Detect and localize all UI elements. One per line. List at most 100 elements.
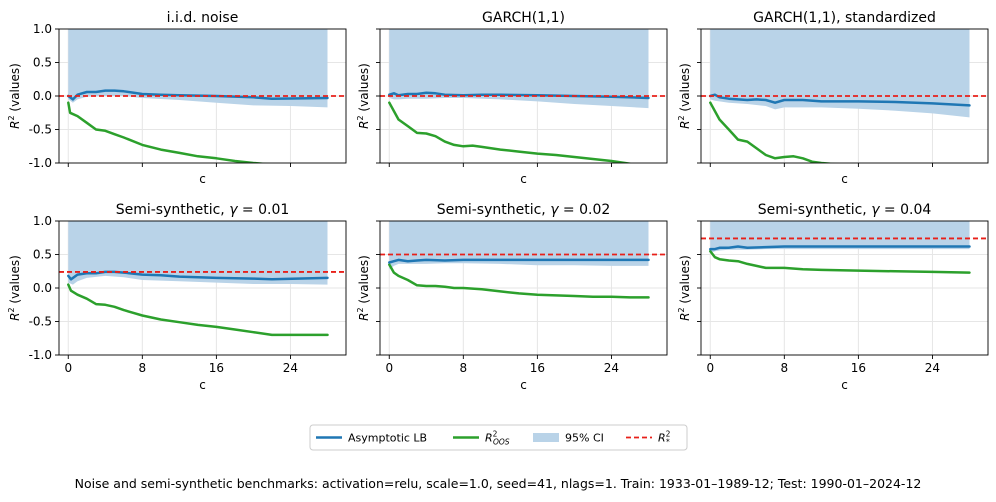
panel-4-title-gamma: γ <box>550 202 559 218</box>
panel-1-ylabel: R2 (values) <box>356 63 371 129</box>
panel-3-xtick-label-1: 8 <box>139 361 147 375</box>
panel-5-title-gamma: γ <box>871 202 880 218</box>
panel-3: 1.0 0.5 0.0 -0.5 -1.0 0 8 16 24 c R2 (values) Semi-… <box>7 202 347 392</box>
legend-star-label: R2 * <box>658 430 671 447</box>
panel-2-ylabel-rest: (values) <box>678 63 692 115</box>
panel-0: 1.0 0.5 0.0 -0.5 -1.0 c R2 (values) i.i.d. nois… <box>7 10 347 186</box>
panel-1-oos-line <box>388 101 632 163</box>
panel-4-lb-line <box>388 258 650 264</box>
panel-1-ylabel-rest: (values) <box>357 63 371 115</box>
panel-4-ylabel-rest: (values) <box>357 255 371 307</box>
legend-ci-label: 95% CI <box>565 432 604 445</box>
panel-0-ytick-label-4: -1.0 <box>29 156 52 170</box>
panel-5-xtick-label-1: 8 <box>781 361 789 375</box>
panel-0-oos-line <box>67 101 272 163</box>
panel-0-ylabel-r: R <box>8 120 22 128</box>
legend-frame <box>309 424 688 451</box>
panel-4-ylabel-r: R <box>357 312 371 320</box>
panel-2-oos-line <box>709 101 840 163</box>
panel-0-xlabel: c <box>199 172 206 186</box>
panel-3-ylabel-rest: (values) <box>8 255 22 307</box>
panel-3-title-text: Semi-synthetic, <box>116 202 229 218</box>
panel-5-plot-area <box>701 221 988 274</box>
panel-3-plot-area <box>59 221 346 337</box>
panel-3-title-gamma: γ <box>229 202 238 218</box>
panel-3-ytick-label-2: 0.0 <box>33 281 52 295</box>
panel-1-xlabel: c <box>520 172 527 186</box>
panel-4-xtick-label-2: 16 <box>530 361 545 375</box>
panel-1-title: GARCH(1,1) <box>482 10 565 26</box>
panel-5-title: Semi-synthetic, γ = 0.04 <box>758 202 932 218</box>
panel-3-ylabel-r: R <box>8 312 22 320</box>
panel-4: 0 8 16 24 c R2 (values) Semi-synthetic, γ = 0.… <box>356 202 668 392</box>
legend-ci-swatch <box>533 433 559 442</box>
panel-3-ylabel: R2 (values) <box>7 255 22 321</box>
panel-1: c R2 (values) GARCH(1,1) <box>356 10 668 186</box>
panel-3-ytick-label-0: 1.0 <box>33 214 52 228</box>
panel-3-xlabel: c <box>199 378 206 392</box>
panel-5-ylabel-rest: (values) <box>678 255 692 307</box>
panel-0-ci-band <box>68 29 328 108</box>
panel-3-ytick-label-3: -0.5 <box>29 315 52 329</box>
panel-1-ylabel-sup: 2 <box>356 115 365 120</box>
panel-4-plot-area <box>380 221 667 299</box>
legend: Asymptotic LB R2 OOS 95% CI R2 * <box>309 424 688 451</box>
legend-oos-label: R2 OOS <box>485 430 510 447</box>
panel-1-ci-band <box>389 29 649 109</box>
panel-3-ci-band <box>68 221 328 285</box>
panel-3-ylabel-sup: 2 <box>7 307 16 312</box>
panel-0-ylabel-sup: 2 <box>7 115 16 120</box>
panel-2-xlabel: c <box>841 172 848 186</box>
panel-5-title-value: = 0.04 <box>879 202 931 218</box>
panel-2-title: GARCH(1,1), standardized <box>753 10 936 26</box>
panel-4-xtick-label-0: 0 <box>385 361 393 375</box>
panel-1-lb-line <box>388 91 650 100</box>
panel-3-xtick-label-2: 16 <box>209 361 224 375</box>
panel-5-oos-line <box>709 249 971 274</box>
panel-3-ytick-label-4: -1.0 <box>29 348 52 362</box>
panel-4-oos-line <box>388 263 650 299</box>
panel-0-title: i.i.d. noise <box>167 10 239 26</box>
panel-3-ytick-label-1: 0.5 <box>33 248 52 262</box>
panel-2-ylabel-sup: 2 <box>677 115 686 120</box>
panel-5-ylabel-r: R <box>678 312 692 320</box>
panel-4-title-value: = 0.02 <box>558 202 610 218</box>
panel-5-title-text: Semi-synthetic, <box>758 202 871 218</box>
panel-5: 0 8 16 24 c R2 (values) Semi-synthetic, γ = 0.… <box>677 202 989 392</box>
panel-0-ytick-label-1: 0.5 <box>33 56 52 70</box>
panel-4-xtick-label-1: 8 <box>460 361 468 375</box>
panel-1-plot-area <box>380 29 667 163</box>
panel-1-ylabel-r: R <box>357 120 371 128</box>
panel-2-plot-area <box>701 29 988 163</box>
panel-5-xlabel: c <box>841 378 848 392</box>
panel-0-plot-area <box>59 29 346 163</box>
panel-3-xtick-label-0: 0 <box>64 361 72 375</box>
panel-4-xlabel: c <box>520 378 527 392</box>
panel-5-lb-line <box>709 245 971 251</box>
panel-0-lb-line <box>67 89 329 101</box>
panel-0-ytick-label-2: 0.0 <box>33 89 52 103</box>
panel-4-ci-band <box>389 221 649 270</box>
panel-3-oos-line <box>67 283 329 337</box>
panel-0-ytick-label-0: 1.0 <box>33 22 52 36</box>
panel-2-ylabel-r: R <box>678 120 692 128</box>
legend-lb-label: Asymptotic LB <box>348 432 427 445</box>
panel-5-xtick-label-3: 24 <box>925 361 940 375</box>
panel-3-xtick-label-3: 24 <box>283 361 298 375</box>
panel-4-ylabel-sup: 2 <box>356 307 365 312</box>
panel-4-xtick-label-3: 24 <box>604 361 619 375</box>
panel-0-ylabel-rest: (values) <box>8 63 22 115</box>
panel-5-ylabel-sup: 2 <box>677 307 686 312</box>
panel-2-lb-line <box>709 93 971 107</box>
figure-caption: Noise and semi-synthetic benchmarks: act… <box>74 476 922 491</box>
panel-5-ci-band <box>710 221 970 254</box>
panel-2: c R2 (values) GARCH(1,1), standardized <box>677 10 989 186</box>
panel-5-ylabel: R2 (values) <box>677 255 692 321</box>
panel-0-ylabel: R2 (values) <box>7 63 22 129</box>
panel-4-ylabel: R2 (values) <box>356 255 371 321</box>
panel-5-xtick-label-0: 0 <box>706 361 714 375</box>
panel-2-ylabel: R2 (values) <box>677 63 692 129</box>
panel-3-title-value: = 0.01 <box>237 202 289 218</box>
panel-0-ytick-label-3: -0.5 <box>29 123 52 137</box>
panel-4-title-text: Semi-synthetic, <box>437 202 550 218</box>
